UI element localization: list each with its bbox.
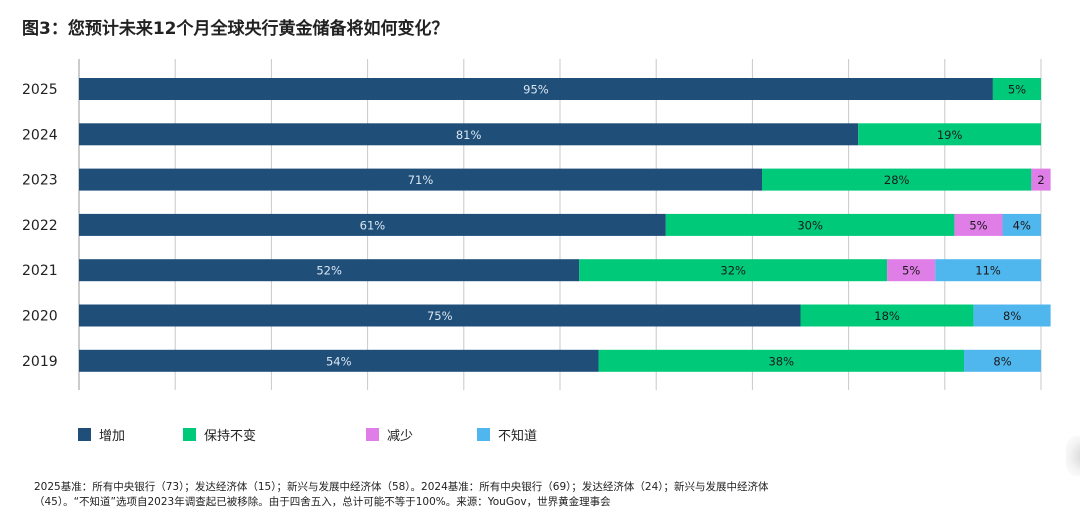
legend-item-increase: 增加 (78, 425, 125, 444)
category-label-2025: 2025 (22, 82, 58, 98)
data-label-2019-s3: 8% (993, 354, 1011, 368)
legend-swatch-unknown (477, 428, 490, 441)
bar-segment-2022-s2 (954, 213, 1003, 236)
data-label-2021-s1: 32% (720, 264, 746, 278)
bar-segment-2024-s1 (858, 123, 1041, 146)
bar-segment-2022-s0 (79, 213, 666, 236)
edge-shadow (1066, 436, 1080, 476)
data-label-2025-s1: 5% (1008, 83, 1026, 97)
bar-segment-2021-s0 (79, 259, 580, 282)
data-label-2024-s0: 81% (456, 128, 482, 142)
bar-segment-2024-s0 (79, 123, 859, 146)
data-label-2023-s2: 2 (1037, 173, 1044, 187)
category-label-2023: 2023 (22, 173, 58, 189)
data-label-2022-s2: 5% (969, 218, 987, 232)
bar-segment-2019-s0 (79, 349, 599, 372)
data-label-2022-s1: 30% (797, 218, 823, 232)
bar-segment-2025-s0 (79, 78, 993, 100)
data-label-2020-s3: 8% (1003, 309, 1021, 323)
bar-segment-2020-s0 (79, 304, 801, 327)
legend-swatch-unchanged (183, 428, 196, 441)
category-label-2020: 2020 (22, 309, 58, 325)
bar-segment-2023-s2 (1031, 168, 1051, 191)
legend-item-unknown: 不知道 (477, 425, 537, 444)
bar-segment-2020-s1 (800, 304, 974, 327)
bar-segment-2020-s3 (973, 304, 1051, 327)
category-label-2022: 2022 (22, 218, 58, 234)
data-label-2022-s0: 61% (360, 218, 386, 232)
category-label-2019: 2019 (22, 354, 58, 370)
data-label-2024-s1: 19% (937, 128, 963, 142)
chart-title: 图3：您预计未来12个月全球央行黄金储备将如何变化？ (22, 19, 449, 39)
category-label-2021: 2021 (22, 263, 58, 279)
legend-item-decrease: 减少 (366, 425, 413, 444)
bar-segment-2019-s3 (964, 349, 1041, 372)
footnote: 2025基准：所有中央银行（73）；发达经济体（15）；新兴与发展中经济体（58… (34, 480, 914, 510)
bar-segment-2025-s1 (992, 78, 1041, 100)
bar-segment-2022-s3 (1002, 213, 1041, 236)
legend-label-unknown: 不知道 (498, 429, 538, 444)
legend-label-decrease: 减少 (387, 429, 414, 444)
legend-item-unchanged: 保持不变 (183, 425, 256, 444)
bar-segment-2021-s1 (579, 259, 888, 282)
bar-segment-2019-s1 (598, 349, 965, 372)
data-label-2021-s3: 11% (975, 264, 1001, 278)
data-label-2020-s0: 75% (427, 309, 453, 323)
data-label-2023-s0: 71% (408, 173, 434, 187)
legend-swatch-decrease (366, 428, 379, 441)
data-label-2019-s1: 38% (768, 354, 794, 368)
data-label-2019-s0: 54% (326, 354, 352, 368)
bar-segment-2022-s1 (665, 213, 955, 236)
bar-segment-2023-s0 (79, 168, 763, 191)
data-label-2022-s3: 4% (1013, 218, 1031, 232)
data-label-2021-s2: 5% (902, 264, 920, 278)
legend-label-unchanged: 保持不变 (204, 429, 257, 444)
legend-label-increase: 增加 (99, 429, 126, 444)
footnote-line-2: （45）。“不知道”选项自2023年调查起已被移除。由于四舍五入，总计可能不等于… (34, 496, 611, 508)
data-label-2020-s1: 18% (874, 309, 900, 323)
data-label-2025-s0: 95% (523, 83, 549, 97)
category-label-2024: 2024 (22, 127, 58, 143)
bar-segment-2021-s2 (887, 259, 936, 282)
data-label-2023-s1: 28% (884, 173, 910, 187)
bar-segment-2021-s3 (935, 259, 1041, 282)
data-label-2021-s0: 52% (316, 264, 342, 278)
legend-swatch-increase (78, 428, 91, 441)
footnote-line-1: 2025基准：所有中央银行（73）；发达经济体（15）；新兴与发展中经济体（58… (34, 481, 769, 493)
bar-segment-2023-s1 (762, 168, 1032, 191)
stacked-bar-chart: 2025 95% 5% 2024 81% 19% 2023 71% 28% 2 2022 61% 30%… (22, 59, 1051, 390)
